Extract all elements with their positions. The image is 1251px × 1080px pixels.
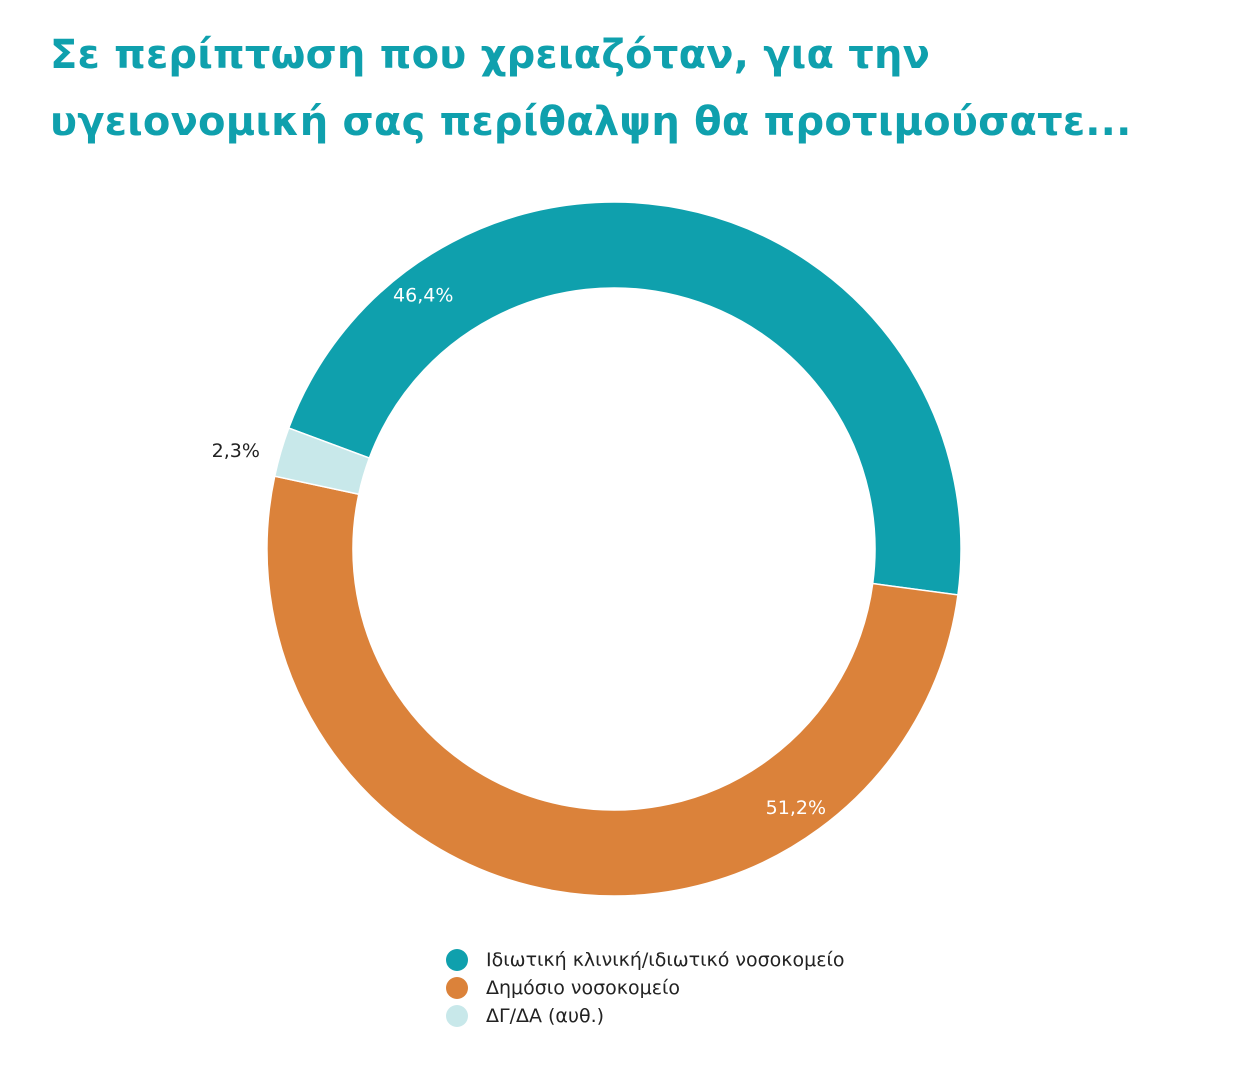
legend-swatch-dk-na	[446, 1005, 468, 1027]
slice-public	[266, 475, 959, 897]
donut-chart: 46,4% 51,2% 2,3%	[212, 201, 962, 897]
legend-item-dk-na: ΔΓ/ΔΑ (αυθ.)	[446, 1002, 845, 1030]
legend-swatch-private	[446, 949, 468, 971]
slice-label-dk-na: 2,3%	[212, 440, 260, 462]
slice-label-public: 51,2%	[766, 797, 826, 819]
chart-title: Σε περίπτωση που χρειαζόταν, για την υγε…	[50, 32, 1132, 145]
legend-item-private: Ιδιωτική κλινική/ιδιωτικό νοσοκομείο	[446, 946, 845, 974]
legend-item-public: Δημόσιο νοσοκομείο	[446, 974, 845, 1002]
legend-label-private: Ιδιωτική κλινική/ιδιωτικό νοσοκομείο	[486, 949, 845, 971]
chart-legend: Ιδιωτική κλινική/ιδιωτικό νοσοκομείο Δημ…	[446, 946, 845, 1030]
slice-label-private: 46,4%	[393, 284, 453, 306]
slice-dk-na	[273, 427, 371, 496]
legend-swatch-public	[446, 977, 468, 999]
legend-label-public: Δημόσιο νοσοκομείο	[486, 977, 681, 999]
slice-private	[287, 201, 962, 596]
legend-label-dk-na: ΔΓ/ΔΑ (αυθ.)	[486, 1005, 605, 1027]
